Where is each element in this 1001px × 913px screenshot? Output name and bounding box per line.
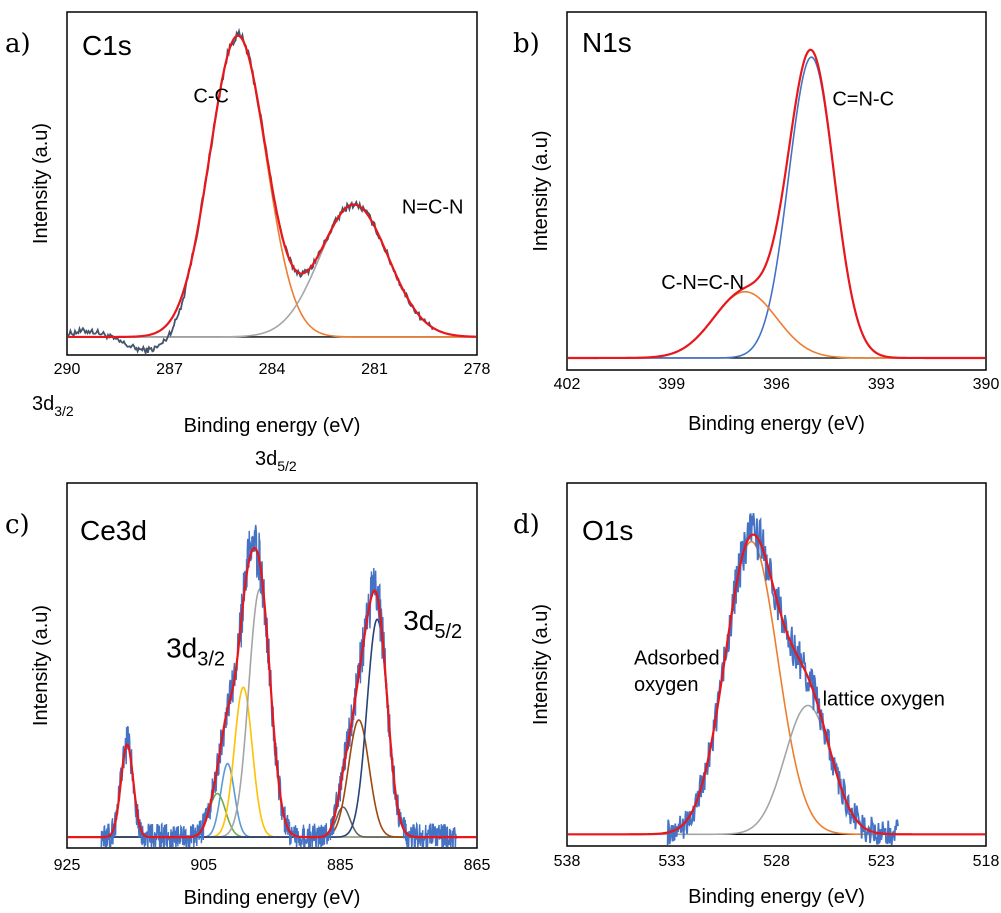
x-axis-label: Binding energy (eV) — [184, 887, 361, 909]
plot-frame — [66, 11, 478, 356]
y-axis-label: Intensity (a.u) — [530, 604, 552, 725]
x-tick-label: 390 — [973, 376, 1000, 393]
x-axis-label: Binding energy (eV) — [184, 415, 361, 437]
x-tick-label: 523 — [868, 853, 895, 870]
peak-annotation: 3d5/2 — [403, 605, 462, 643]
component-curve-1 — [568, 290, 985, 359]
x-tick-label: 538 — [554, 853, 581, 870]
panel-title: N1s — [582, 27, 632, 58]
panel-title: C1s — [82, 30, 132, 61]
x-tick-label: 287 — [156, 361, 183, 378]
peak-annotation: 3d3/2 — [166, 632, 225, 670]
x-axis-label: Binding energy (eV) — [688, 413, 865, 435]
x-tick-label: 278 — [464, 361, 491, 378]
x-tick-label: 393 — [868, 376, 895, 393]
plot-area — [68, 524, 476, 847]
x-tick-label: 528 — [763, 853, 790, 870]
x-tick-label: 396 — [763, 376, 790, 393]
peak-annotation: C-N=C-N — [661, 272, 744, 294]
x-tick-label: 399 — [658, 376, 685, 393]
component-curve-1 — [568, 704, 985, 836]
component-curve-0 — [568, 56, 985, 359]
x-axis-label: Binding energy (eV) — [688, 886, 865, 908]
panel-title: O1s — [582, 515, 633, 546]
component-curve-1 — [68, 203, 476, 338]
peak-annotation: C-C — [193, 85, 229, 107]
peak-annotation: Adsorbed — [634, 648, 720, 670]
x-tick-label: 284 — [259, 361, 286, 378]
peak-annotation: C=N-C — [832, 88, 894, 110]
chart-panel-a: 290 287 284 281 278 Binding energy (eV) Intens… — [5, 11, 491, 437]
panel-title: Ce3d — [80, 515, 147, 546]
plot-frame — [566, 11, 987, 371]
chart-panel-c: 925 905 885 865 Binding energy (eV) Intensity… — [5, 482, 491, 909]
x-tick-label: 290 — [54, 361, 81, 378]
panel-letter: d) — [513, 510, 540, 540]
plot-area — [68, 27, 476, 354]
chart-panel-b: 402 399 396 393 390 Binding energy (eV) Intens… — [513, 11, 1000, 435]
y-axis-label: Intensity (a.u) — [530, 130, 552, 251]
component-curve-2 — [68, 762, 476, 838]
y-axis-label: Intensity (a.u) — [30, 123, 52, 244]
stray-label-3d52: 3d5/2 — [255, 448, 297, 474]
panel-letter: b) — [513, 29, 540, 59]
envelope-fit-line — [68, 546, 476, 839]
stray-label-3d32: 3d3/2 — [32, 393, 74, 419]
x-tick-label: 402 — [554, 376, 581, 393]
x-tick-label: 518 — [973, 853, 1000, 870]
plot-area — [568, 512, 985, 845]
x-tick-label: 533 — [658, 853, 685, 870]
plot-frame — [66, 482, 478, 849]
chart-panel-d: 538 533 528 523 518 Binding energy (eV) Intens… — [513, 482, 1000, 908]
peak-annotation: oxygen — [634, 674, 699, 696]
peak-annotation: lattice oxygen — [823, 688, 945, 710]
raw-data-line — [666, 512, 899, 845]
panel-letter: a) — [5, 29, 31, 59]
plot-frame — [566, 482, 987, 847]
panel-letter: c) — [5, 510, 30, 540]
y-axis-label: Intensity (a.u) — [30, 605, 52, 726]
x-tick-label: 865 — [464, 857, 491, 874]
x-tick-label: 925 — [54, 857, 81, 874]
component-curve-0 — [68, 743, 476, 838]
x-tick-label: 905 — [190, 857, 217, 874]
peak-annotation: N=C-N — [402, 197, 464, 219]
raw-data-line — [100, 524, 458, 847]
envelope-fit-line — [568, 533, 985, 836]
envelope-fit-line — [68, 34, 476, 339]
raw-data-line — [68, 27, 434, 354]
x-tick-label: 281 — [361, 361, 388, 378]
envelope-fit-line — [568, 48, 985, 360]
plot-area — [568, 48, 985, 360]
x-tick-label: 885 — [327, 857, 354, 874]
